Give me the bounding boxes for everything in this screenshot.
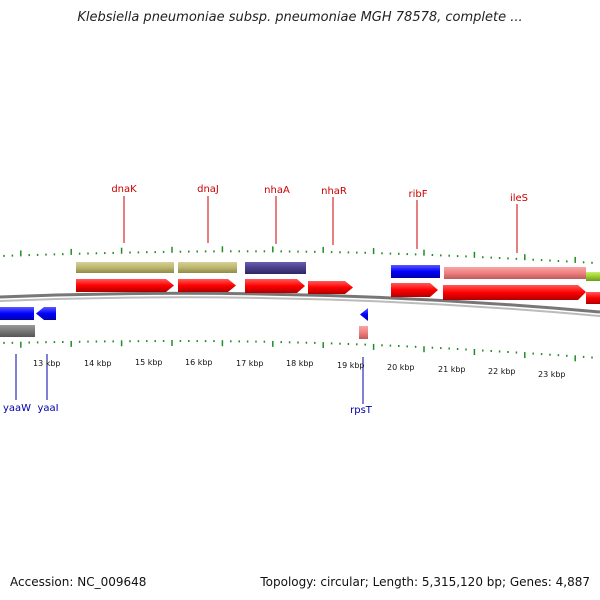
feature-block-ribF-region[interactable] <box>391 265 440 278</box>
gene-label-ribF[interactable]: ribF <box>409 189 428 200</box>
feature-block-dnaJ-region[interactable] <box>178 262 237 273</box>
backbone-inner <box>0 296 600 317</box>
scale-label-20: 20 kbp <box>387 363 415 372</box>
cds-yaaI-arrow[interactable] <box>36 307 56 320</box>
leader-lines <box>15 196 518 404</box>
scale-label-18: 18 kbp <box>286 359 314 368</box>
scale-label-23: 23 kbp <box>538 370 566 379</box>
scale-labels: 13 kbp 14 kbp 15 kbp 16 kbp 17 kbp 18 kb… <box>33 358 566 379</box>
feature-block-dnaK-region[interactable] <box>76 262 174 273</box>
scale-label-19: 19 kbp <box>337 361 365 370</box>
gene-label-dnaJ[interactable]: dnaJ <box>197 184 219 195</box>
feature-block-nhaA-region[interactable] <box>245 262 306 274</box>
scale-label-16: 16 kbp <box>185 358 213 367</box>
gene-label-nhaA[interactable]: nhaA <box>264 185 290 196</box>
cds-gray-block[interactable] <box>0 325 35 337</box>
cds-ileS-arrow[interactable] <box>443 285 586 300</box>
cds-ribF-arrow[interactable] <box>391 283 438 297</box>
scale-label-17: 17 kbp <box>236 359 264 368</box>
cds-nhaA-arrow[interactable] <box>245 279 305 293</box>
backbone-outer <box>0 291 600 314</box>
cds-dnaK-arrow[interactable] <box>76 279 174 292</box>
gene-label-yaaW[interactable]: yaaW <box>3 403 31 414</box>
gene-label-rpsT[interactable]: rpsT <box>350 405 373 416</box>
scale-label-13: 13 kbp <box>33 359 61 368</box>
gene-label-ileS[interactable]: ileS <box>510 193 528 204</box>
map-title: Klebsiella pneumoniae subsp. pneumoniae … <box>77 10 523 25</box>
cds-dnaJ-arrow[interactable] <box>178 279 236 292</box>
feature-block-ileS-region[interactable] <box>444 267 586 279</box>
cds-rpsT-arrow[interactable] <box>360 308 368 321</box>
cds-nhaR-arrow[interactable] <box>308 281 353 294</box>
scale-label-15: 15 kbp <box>135 358 163 367</box>
cds-red-edge[interactable] <box>586 292 600 304</box>
summary-text: Topology: circular; Length: 5,315,120 bp… <box>260 575 590 589</box>
tick-row-top <box>3 246 593 264</box>
accession-text: Accession: NC_009648 <box>10 575 147 589</box>
gene-label-dnaK[interactable]: dnaK <box>111 184 137 195</box>
scale-label-21: 21 kbp <box>438 365 466 374</box>
gene-label-yaaI[interactable]: yaaI <box>37 403 58 414</box>
scale-label-22: 22 kbp <box>488 367 516 376</box>
gene-label-nhaR[interactable]: nhaR <box>321 186 347 197</box>
feature-block-lime[interactable] <box>586 272 600 281</box>
tick-row-bottom <box>3 340 593 362</box>
scale-label-14: 14 kbp <box>84 359 112 368</box>
cds-yaaW-arrow[interactable] <box>0 307 34 320</box>
cds-rpsT-small[interactable] <box>359 326 368 339</box>
